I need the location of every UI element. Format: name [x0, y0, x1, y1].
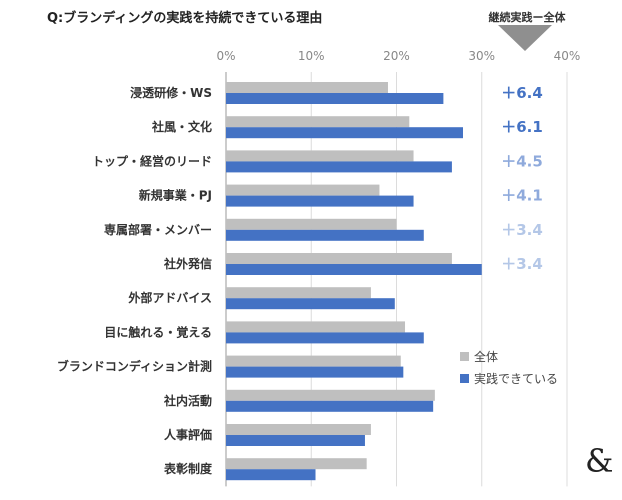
bar-overall [226, 355, 401, 367]
category-label: トップ・経営のリード [92, 153, 212, 168]
bar-practicing [226, 93, 444, 104]
legend-label: 全体 [474, 349, 498, 364]
bar-overall [226, 218, 397, 230]
bar-practicing [226, 469, 316, 481]
x-tick-label: 10% [298, 49, 325, 63]
chart-title: Q:ブランディングの実践を持続できている理由 [47, 11, 323, 26]
category-label: 専属部署・メンバー [104, 222, 212, 237]
bar-practicing [226, 127, 463, 139]
bar-overall [226, 287, 371, 299]
category-label: 外部アドバイス [128, 290, 212, 305]
bar-practicing [226, 332, 424, 344]
bar-overall [226, 82, 388, 93]
legend-swatch [460, 374, 469, 383]
category-label: 社外発信 [163, 256, 212, 271]
difference-label: ＋3.4 [501, 255, 543, 273]
ampersand-logo: & [585, 442, 614, 480]
category-label: 目に触れる・覚える [104, 324, 212, 339]
bar-overall [226, 321, 406, 333]
difference-label: ＋4.5 [501, 152, 543, 170]
bar-overall [226, 116, 410, 128]
bar-overall [226, 184, 380, 196]
bar-overall [226, 424, 371, 435]
x-tick-label: 40% [554, 49, 581, 63]
category-label: 社内活動 [163, 393, 212, 408]
difference-label: ＋6.1 [501, 118, 543, 136]
legend-swatch [460, 352, 469, 361]
category-label: 表彰制度 [163, 461, 213, 476]
category-label: 人事評価 [164, 427, 212, 442]
bar-overall [226, 458, 367, 470]
category-label: 社風・文化 [151, 119, 212, 134]
difference-label: ＋3.4 [501, 221, 543, 239]
bar-practicing [226, 229, 424, 241]
bar-practicing [226, 366, 404, 378]
bar-overall [226, 253, 452, 264]
bar-practicing [226, 400, 434, 412]
difference-label: ＋4.1 [501, 187, 543, 205]
bar-practicing [226, 298, 395, 310]
difference-arrow-icon [498, 25, 552, 51]
category-label: ブランドコンディション計測 [57, 359, 212, 374]
category-label: 新規事業・PJ [139, 188, 212, 203]
bar-overall [226, 150, 414, 162]
x-tick-label: 0% [216, 49, 235, 63]
bar-overall [226, 389, 435, 401]
bar-practicing [226, 161, 452, 173]
legend-label: 実践できている [474, 371, 558, 386]
x-tick-label: 30% [468, 49, 495, 63]
difference-label: ＋6.4 [501, 84, 543, 102]
bar-practicing [226, 195, 414, 207]
category-label: 浸透研修・WS [130, 85, 212, 100]
x-tick-label: 20% [383, 49, 410, 63]
bar-practicing [226, 435, 365, 446]
bar-practicing [226, 264, 482, 275]
difference-header: 継続実践ー全体 [488, 11, 566, 24]
